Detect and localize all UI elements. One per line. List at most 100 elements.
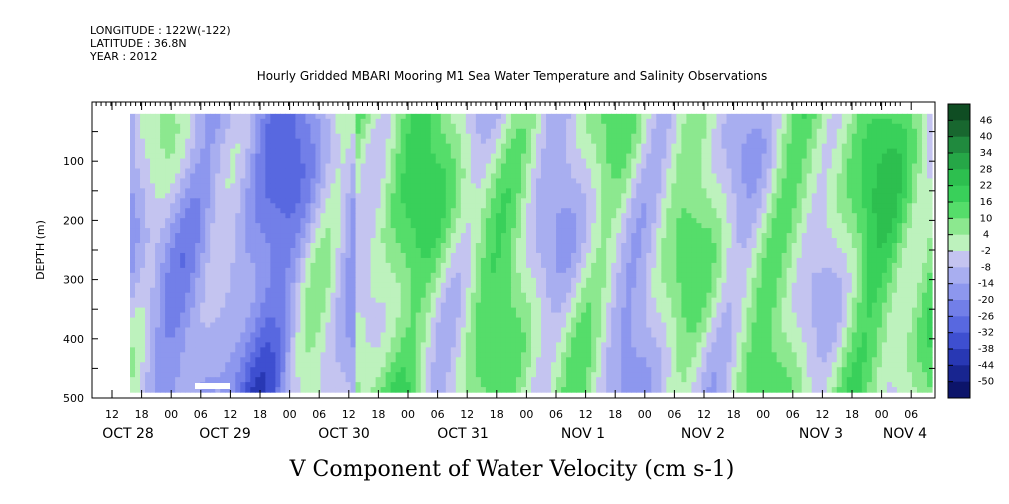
heatmap-cell: [541, 133, 547, 140]
heatmap-cell: [596, 118, 602, 125]
heatmap-cell: [846, 113, 853, 120]
heatmap-cell: [160, 252, 166, 259]
heatmap-cell: [210, 247, 216, 254]
heatmap-cell: [215, 223, 221, 229]
heatmap-cell: [611, 178, 617, 184]
heatmap-cell: [576, 138, 582, 145]
heatmap-cell: [415, 213, 422, 219]
heatmap-cell: [711, 138, 718, 145]
heatmap-cell: [370, 163, 377, 170]
heatmap-cell: [856, 123, 863, 130]
heatmap-cell: [210, 153, 216, 160]
heatmap-cell: [771, 143, 778, 150]
heatmap-cell: [440, 262, 447, 269]
heatmap-cell: [370, 143, 377, 150]
heatmap-cell: [410, 148, 417, 155]
heatmap-cell: [350, 173, 357, 180]
heatmap-cell: [891, 228, 898, 234]
heatmap-cell: [726, 173, 733, 180]
heatmap-cell: [455, 247, 462, 254]
heatmap-cell: [611, 113, 617, 120]
heatmap-cell: [576, 123, 582, 130]
heatmap-cell: [325, 158, 332, 165]
heatmap-cell: [566, 178, 572, 184]
heatmap-cell: [430, 233, 437, 239]
heatmap-cell: [781, 148, 788, 155]
heatmap-cell: [881, 158, 888, 165]
heatmap-cell: [410, 183, 417, 189]
heatmap-cell: [375, 168, 382, 175]
heatmap-cell: [611, 262, 617, 269]
heatmap-cell: [551, 173, 557, 180]
heatmap-cell: [160, 153, 166, 160]
heatmap-cell: [240, 163, 246, 170]
heatmap-cell: [245, 133, 251, 140]
heatmap-cell: [866, 113, 873, 120]
heatmap-cell: [405, 148, 412, 155]
heatmap-cell: [475, 252, 482, 259]
heatmap-cell: [390, 213, 397, 219]
heatmap-cell: [701, 198, 708, 204]
heatmap-cell: [295, 133, 302, 140]
heatmap-cell: [621, 257, 627, 264]
heatmap-cell: [861, 223, 868, 229]
heatmap-cell: [335, 168, 342, 175]
heatmap-cell: [210, 223, 216, 229]
heatmap-cell: [661, 183, 667, 189]
heatmap-cell: [365, 118, 372, 125]
heatmap-cell: [280, 223, 286, 229]
heatmap-cell: [826, 193, 833, 199]
heatmap-cell: [681, 173, 687, 180]
heatmap-cell: [325, 163, 332, 170]
heatmap-cell: [616, 178, 622, 184]
heatmap-cell: [771, 173, 778, 180]
heatmap-cell: [861, 252, 868, 259]
heatmap-cell: [921, 243, 928, 249]
heatmap-cell: [651, 173, 657, 180]
heatmap-cell: [525, 153, 532, 160]
heatmap-cell: [145, 183, 151, 189]
heatmap-cell: [866, 247, 873, 254]
heatmap-cell: [515, 113, 522, 120]
heatmap-cell: [250, 208, 256, 214]
heatmap-cell: [415, 193, 422, 199]
heatmap-cell: [926, 218, 933, 224]
heatmap-cell: [916, 148, 923, 155]
heatmap-cell: [771, 213, 778, 219]
heatmap-cell: [851, 183, 858, 189]
heatmap-cell: [370, 168, 377, 175]
heatmap-cell: [265, 257, 271, 264]
heatmap-cell: [410, 123, 417, 130]
heatmap-cell: [736, 178, 743, 184]
heatmap-cell: [616, 148, 622, 155]
heatmap-cell: [676, 168, 682, 175]
heatmap-cell: [806, 143, 813, 150]
heatmap-cell: [871, 163, 878, 170]
chart-title: Hourly Gridded MBARI Mooring M1 Sea Wate…: [257, 69, 768, 83]
heatmap-cell: [596, 238, 602, 244]
heatmap-cell: [651, 198, 657, 204]
heatmap-cell: [290, 143, 297, 150]
heatmap-cell: [916, 183, 923, 189]
heatmap-cell: [601, 193, 607, 199]
heatmap-cell: [926, 198, 933, 204]
heatmap-cell: [556, 113, 562, 120]
heatmap-cell: [405, 173, 412, 180]
heatmap-cell: [641, 163, 647, 170]
heatmap-cell: [631, 153, 637, 160]
heatmap-cell: [485, 148, 492, 155]
heatmap-cell: [826, 188, 833, 194]
heatmap-cell: [185, 233, 191, 239]
heatmap-cell: [150, 158, 156, 165]
heatmap-cell: [676, 143, 682, 150]
heatmap-cell: [781, 243, 788, 249]
heatmap-cell: [215, 203, 221, 209]
heatmap-cell: [320, 203, 327, 209]
heatmap-cell: [405, 238, 412, 244]
heatmap-cell: [761, 173, 768, 180]
heatmap-cell: [440, 218, 447, 224]
heatmap-cell: [716, 113, 723, 120]
heatmap-cell: [531, 168, 537, 175]
heatmap-cell: [430, 168, 437, 175]
heatmap-cell: [465, 188, 472, 194]
